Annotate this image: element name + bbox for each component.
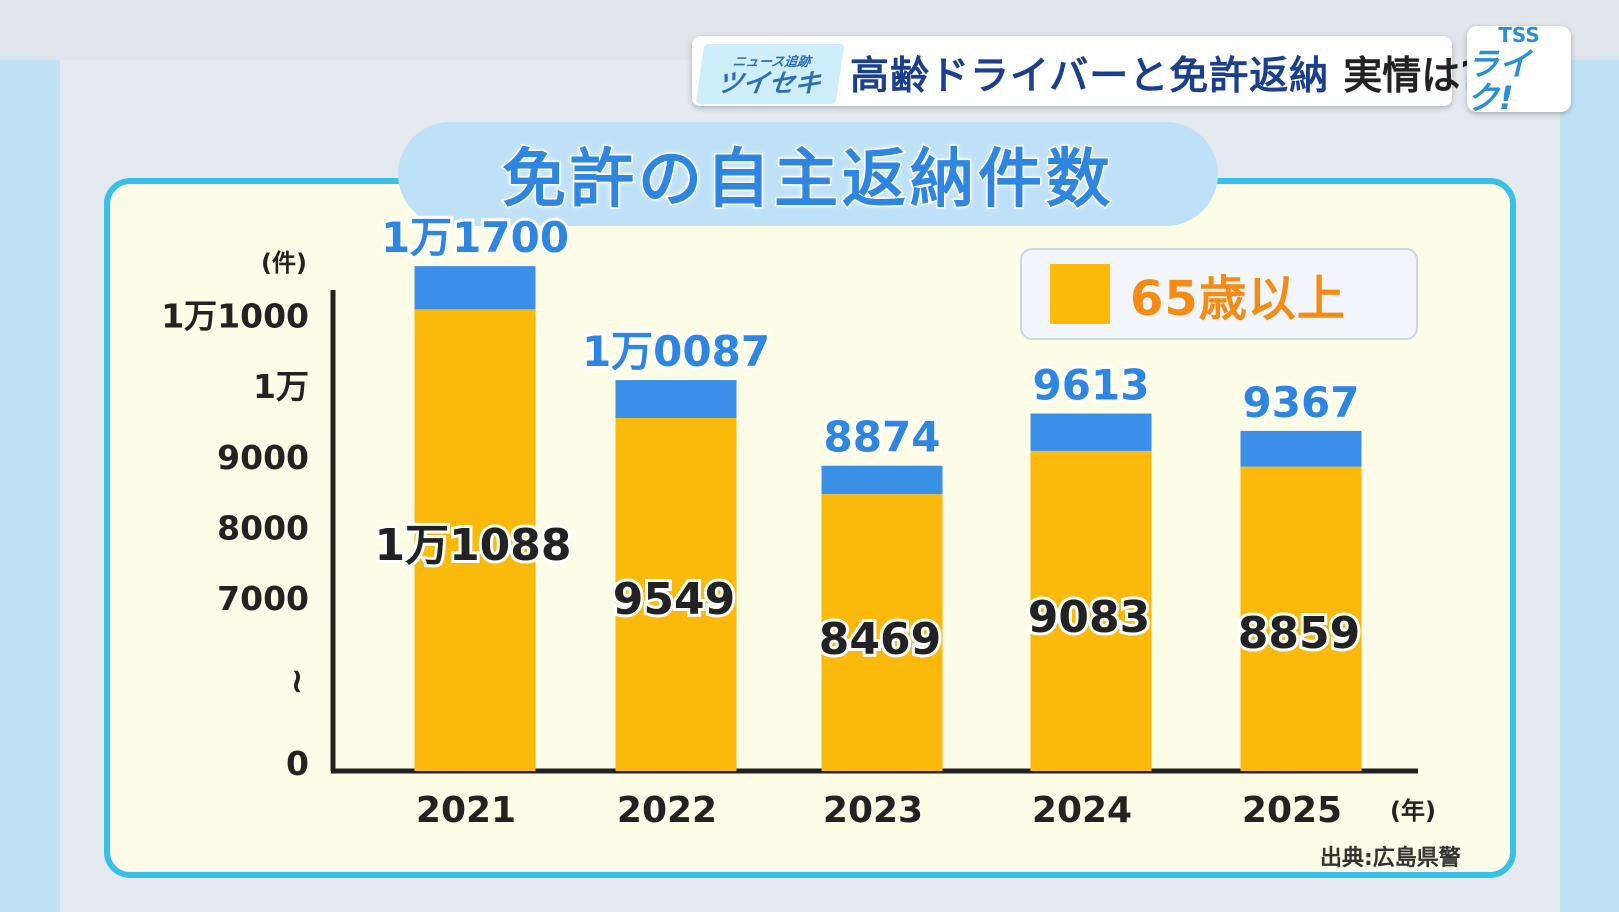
bar-total-label: 9613 xyxy=(1033,361,1150,410)
bar-segment-seniors xyxy=(821,494,943,771)
legend-swatch xyxy=(1050,264,1110,324)
bar-seniors-label: 8859 xyxy=(1238,608,1360,659)
station-logo: TSS ライク! xyxy=(1467,23,1571,117)
header-title-main: 高齢ドライバーと免許返納 xyxy=(850,54,1330,99)
y-tick-label: 1万1000 xyxy=(161,297,309,336)
bar-seniors-label: 9549 xyxy=(613,574,735,625)
x-tick-label: 2025 xyxy=(1242,790,1342,831)
bar-seniors-label: 9083 xyxy=(1028,592,1150,643)
bar-seniors-label: 1万1088 xyxy=(374,520,571,571)
source-credit: 出典:広島県警 xyxy=(1320,846,1461,871)
bar-segment-seniors xyxy=(1030,450,1152,771)
bar-segment-others xyxy=(1030,413,1152,451)
x-tick-label: 2022 xyxy=(617,790,717,831)
bar-segment-seniors xyxy=(414,309,536,771)
bar-segment-seniors xyxy=(615,418,737,771)
bar-segment-others xyxy=(615,380,737,419)
bar-total-label: 1万0087 xyxy=(582,327,770,376)
x-tick-label: 2024 xyxy=(1032,790,1132,831)
y-tick-label: 0 xyxy=(286,744,309,783)
bar-segment-seniors xyxy=(1240,466,1362,771)
y-axis-label: (件) xyxy=(261,249,307,277)
y-tick-label: 9000 xyxy=(217,438,309,477)
bar-seniors-label: 8469 xyxy=(819,614,941,665)
bar-total-label: 1万1700 xyxy=(381,213,569,262)
station-logo-line1: TSS xyxy=(1498,23,1540,47)
chart-title: 免許の自主返納件数 xyxy=(501,142,1114,219)
x-tick-label: 2023 xyxy=(823,790,923,831)
bar-total-label: 9367 xyxy=(1243,378,1360,427)
x-tick-label: 2021 xyxy=(416,790,516,831)
background-stripe-right xyxy=(1560,60,1619,912)
bar-total-label: 8874 xyxy=(824,413,941,462)
station-logo-line2: ライク! xyxy=(1467,45,1532,117)
y-tick-label: 8000 xyxy=(217,508,309,547)
background-stripe-left xyxy=(0,60,60,912)
axis-break-symbol: ≀ xyxy=(291,661,304,701)
bar-segment-others xyxy=(414,266,536,310)
x-axis-label: (年) xyxy=(1390,797,1436,825)
y-tick-label: 1万 xyxy=(253,367,309,406)
header-title-sub: 実情は? xyxy=(1343,54,1483,99)
y-tick-label: 7000 xyxy=(217,579,309,618)
chart-legend: 65歳以上 xyxy=(1020,248,1418,340)
chart-title-pill: 免許の自主返納件数 xyxy=(398,122,1218,226)
bar-segment-others xyxy=(1240,430,1362,467)
legend-label: 65歳以上 xyxy=(1130,271,1346,327)
header-title: 高齢ドライバーと免許返納 実情は? xyxy=(850,44,1483,102)
bar-segment-others xyxy=(821,465,943,495)
